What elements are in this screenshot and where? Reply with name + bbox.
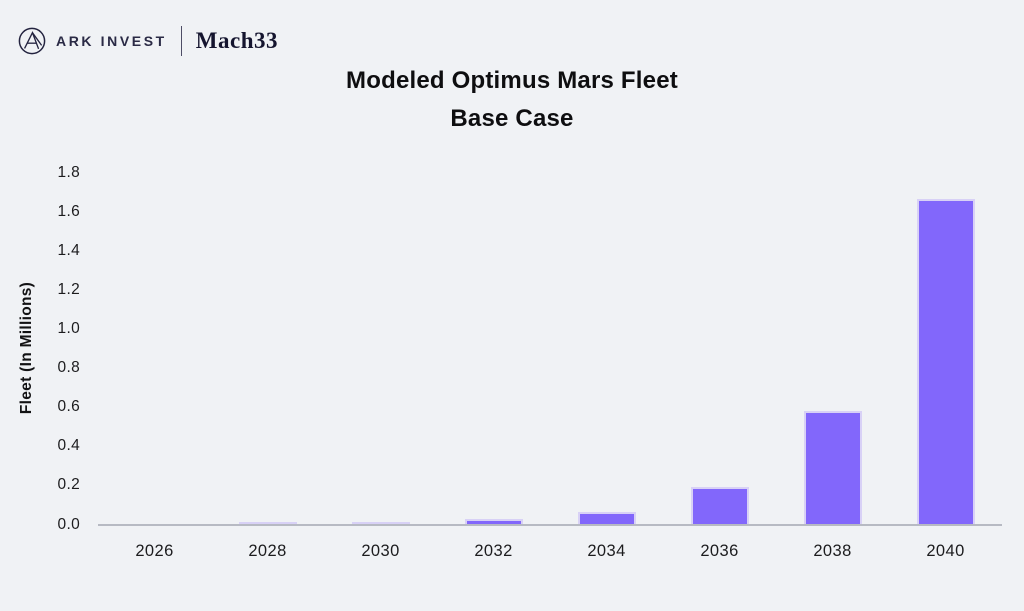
x-axis-label: 2034 <box>587 542 626 560</box>
ark-invest-logo-icon <box>18 27 46 55</box>
chart-title-line2: Base Case <box>450 105 574 132</box>
ark-invest-wordmark: ARK INVEST <box>56 33 167 49</box>
mach33-wordmark: Mach33 <box>195 28 279 53</box>
y-tick-label: 1.8 <box>57 163 80 181</box>
plot-area <box>98 172 1002 526</box>
x-axis-labels: 2026 2028 2030 2032 2034 2036 2038 2040 <box>98 542 1002 561</box>
y-axis-ticks: 0.0 0.2 0.4 0.6 0.8 1.0 1.2 1.4 1.6 1.8 <box>0 164 80 533</box>
bar-2030 <box>351 522 410 524</box>
bar-2034 <box>577 512 636 524</box>
y-tick-label: 0.4 <box>57 437 80 455</box>
y-tick-label: 0.8 <box>57 359 80 377</box>
bar-2032 <box>464 519 523 524</box>
bar-2040 <box>916 199 975 524</box>
x-axis-label: 2032 <box>474 542 513 560</box>
bar-2038 <box>803 410 862 524</box>
bar-2028 <box>238 522 297 524</box>
x-axis-label: 2026 <box>135 542 174 560</box>
x-axis-label: 2030 <box>361 542 400 560</box>
brand-header: ARK INVEST Mach33 <box>18 26 278 56</box>
x-axis-label: 2028 <box>248 542 287 560</box>
y-tick-label: 0.6 <box>57 398 80 416</box>
chart-title-line1: Modeled Optimus Mars Fleet <box>346 67 678 94</box>
x-axis-label: 2040 <box>926 542 965 560</box>
y-tick-label: 1.4 <box>57 241 80 259</box>
y-tick-label: 1.2 <box>57 280 80 298</box>
bar-2036 <box>690 486 749 524</box>
brand-divider <box>180 26 182 56</box>
y-tick-label: 1.0 <box>57 319 80 337</box>
y-tick-label: 1.6 <box>57 202 80 220</box>
y-tick-label: 0.0 <box>57 515 80 533</box>
x-axis-label: 2038 <box>813 542 852 560</box>
chart-title: Modeled Optimus Mars Fleet Base Case <box>0 62 1024 138</box>
x-axis-label: 2036 <box>700 542 739 560</box>
y-tick-label: 0.2 <box>57 476 80 494</box>
